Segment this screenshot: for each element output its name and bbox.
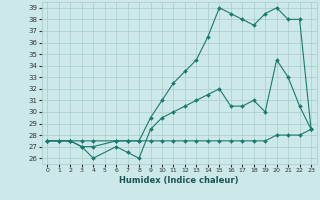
X-axis label: Humidex (Indice chaleur): Humidex (Indice chaleur)	[119, 176, 239, 185]
